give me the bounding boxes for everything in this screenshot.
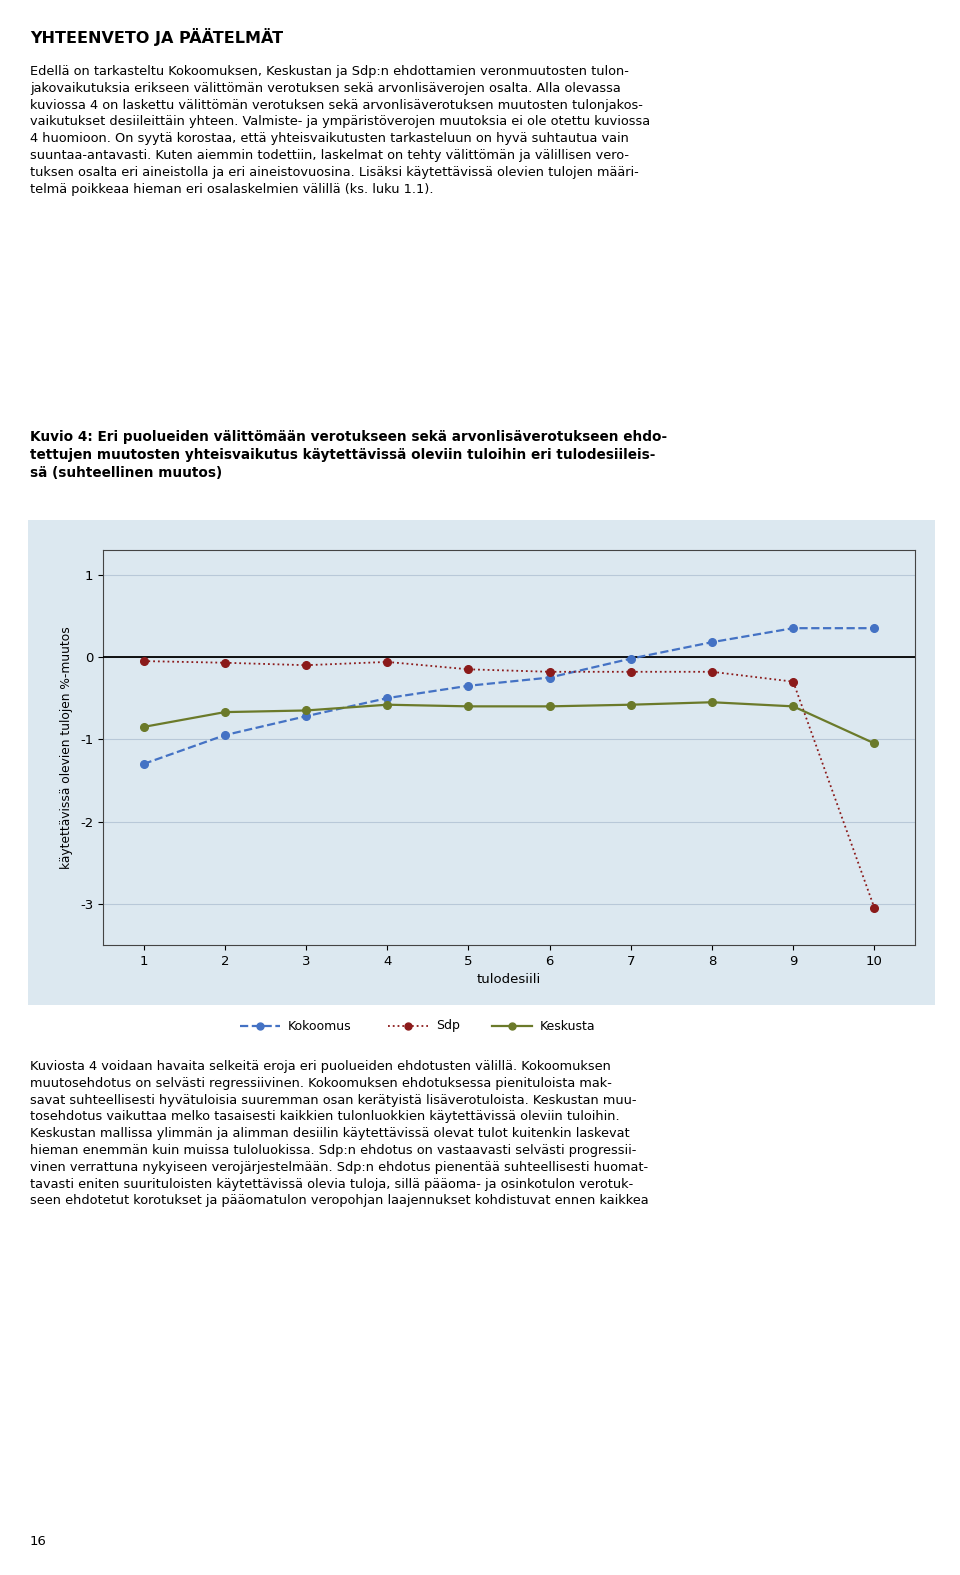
FancyBboxPatch shape [28, 520, 935, 1005]
Text: Sdp: Sdp [436, 1019, 460, 1033]
Text: Kuvio 4: Eri puolueiden välittömään verotukseen sekä arvonlisäverotukseen ehdo-
: Kuvio 4: Eri puolueiden välittömään vero… [30, 430, 667, 480]
Text: 16: 16 [30, 1536, 47, 1548]
X-axis label: tulodesiili: tulodesiili [477, 973, 541, 986]
Text: Keskusta: Keskusta [540, 1019, 595, 1033]
Text: Kokoomus: Kokoomus [288, 1019, 351, 1033]
Text: Edellä on tarkasteltu Kokoomuksen, Keskustan ja Sdp:n ehdottamien veronmuutosten: Edellä on tarkasteltu Kokoomuksen, Kesku… [30, 65, 650, 195]
Y-axis label: käytettävissä olevien tulojen %-muutos: käytettävissä olevien tulojen %-muutos [60, 627, 73, 869]
Text: YHTEENVETO JA PÄÄTELMÄT: YHTEENVETO JA PÄÄTELMÄT [30, 28, 283, 46]
Text: Kuviosta 4 voidaan havaita selkeitä eroja eri puolueiden ehdotusten välillä. Kok: Kuviosta 4 voidaan havaita selkeitä eroj… [30, 1060, 649, 1208]
